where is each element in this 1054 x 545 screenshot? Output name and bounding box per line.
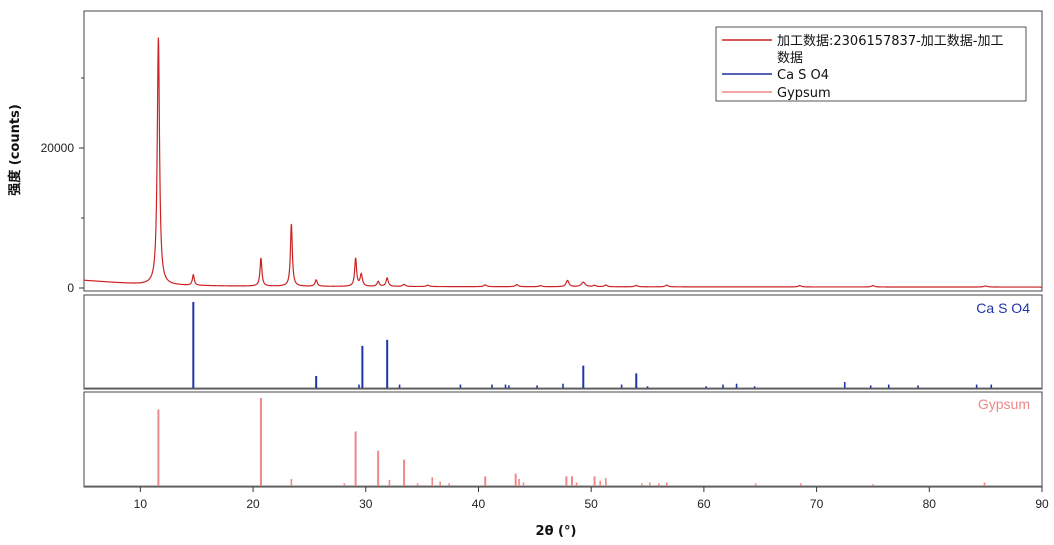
axis-ticks-layer: 10 20 30 40 50 60 70 80 90 0 20000 <box>41 77 1049 511</box>
x-tick-label: 40 <box>472 497 486 511</box>
y-axis-title: 强度 (counts) <box>7 104 23 196</box>
legend-label-main-line1: 加工数据:2306157837-加工数据-加工 <box>777 34 1003 49</box>
x-axis-title: 2θ (°) <box>536 524 577 539</box>
x-tick-label: 70 <box>810 497 824 511</box>
caso4-panel-label: Ca S O4 <box>976 300 1030 316</box>
x-tick-label: 50 <box>584 497 598 511</box>
gypsum-panel-label: Gypsum <box>978 396 1030 412</box>
legend-label-caso4: Ca S O4 <box>777 68 829 83</box>
main-series-layer <box>83 37 1042 288</box>
y-tick-label: 0 <box>67 281 74 295</box>
legend: 加工数据:2306157837-加工数据-加工 数据 Ca S O4 Gypsu… <box>715 26 1027 102</box>
legend-label-main-line2: 数据 <box>777 51 803 66</box>
x-tick-label: 30 <box>359 497 373 511</box>
y-tick-label: 20000 <box>41 141 75 155</box>
main-series-line <box>83 37 1042 288</box>
gypsum-panel-frame <box>83 391 1043 488</box>
reference-sticks-layer <box>84 302 1042 487</box>
x-tick-label: 90 <box>1035 497 1049 511</box>
x-tick-label: 10 <box>134 497 148 511</box>
x-tick-label: 20 <box>246 497 260 511</box>
legend-label-gypsum: Gypsum <box>777 86 831 101</box>
x-tick-label: 80 <box>923 497 937 511</box>
x-tick-label: 60 <box>697 497 711 511</box>
casO4-panel-frame <box>83 294 1043 390</box>
